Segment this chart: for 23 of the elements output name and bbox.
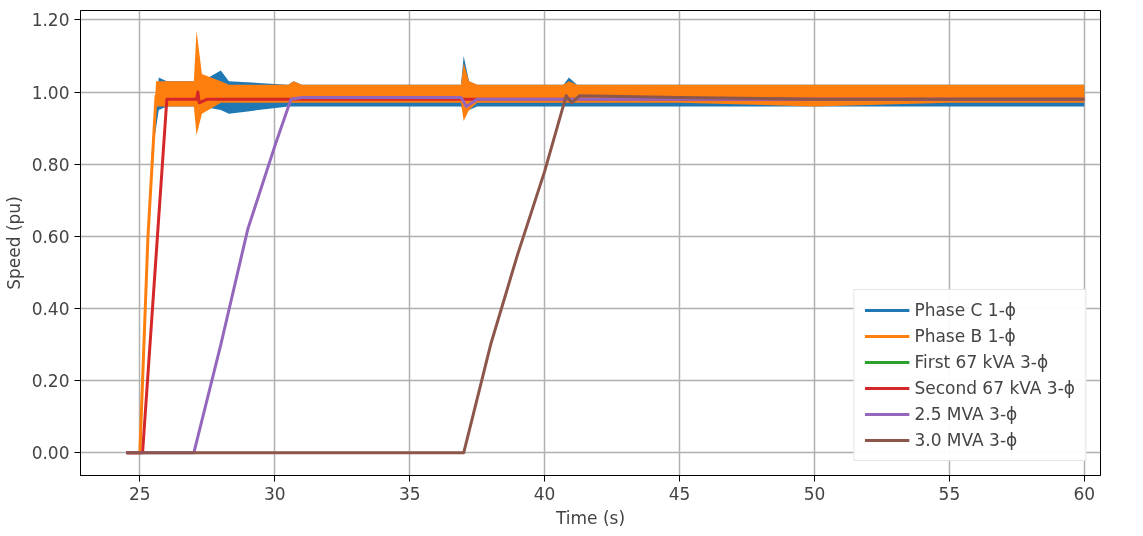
x-tick-label: 30 [263,483,286,504]
legend-label: Phase C 1-ϕ [914,300,1017,320]
y-tick-label: 1.00 [31,82,70,103]
legend-label: Second 67 kVA 3-ϕ [914,378,1075,398]
y-tick-label: 0.60 [31,226,70,247]
y-axis-title: Speed (pu) [3,196,24,290]
x-tick-label: 45 [668,483,691,504]
x-axis-title: Time (s) [554,507,626,528]
legend-label: 2.5 MVA 3-ϕ [914,404,1018,424]
y-tick-label: 0.20 [31,371,70,392]
y-tick-label: 0.40 [31,298,70,319]
y-tick-label: 0.00 [31,443,70,464]
x-tick-label: 60 [1073,483,1096,504]
y-tick-label: 0.80 [31,154,70,175]
legend-label: 3.0 MVA 3-ϕ [914,430,1018,450]
legend-label: First 67 kVA 3-ϕ [914,352,1049,372]
legend-label: Phase B 1-ϕ [914,326,1016,346]
x-tick-label: 40 [533,483,556,504]
x-tick-label: 55 [938,483,961,504]
y-tick-label: 1.20 [31,10,70,31]
x-tick-label: 50 [803,483,826,504]
x-tick-label: 25 [129,483,151,504]
x-tick-label: 35 [398,483,421,504]
